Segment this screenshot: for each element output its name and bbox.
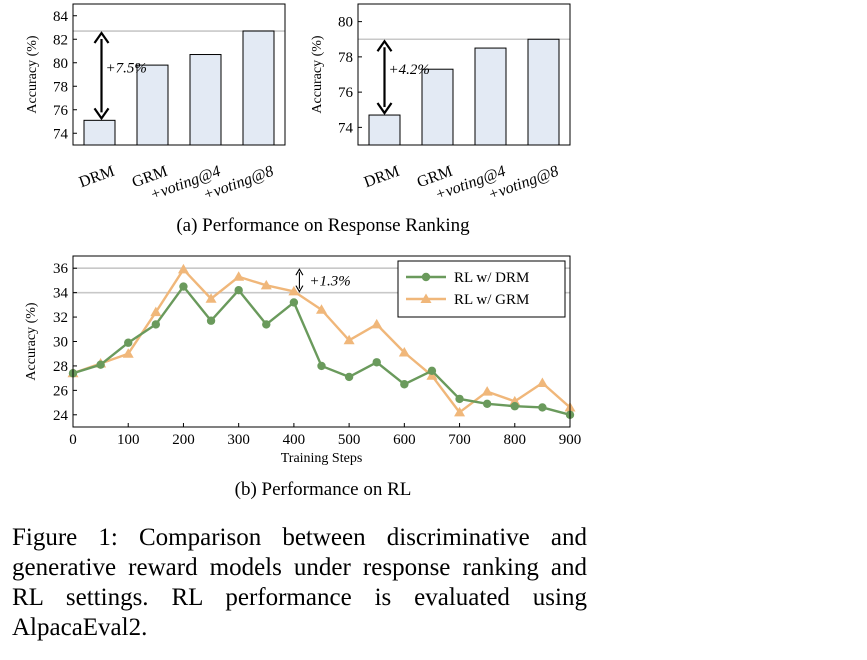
x-tick-label: 700 bbox=[448, 432, 471, 448]
data-point-grm bbox=[536, 377, 548, 388]
improvement-arrow-head-up bbox=[93, 31, 110, 44]
improvement-arrow-head-up bbox=[376, 39, 393, 52]
data-point-grm bbox=[316, 304, 327, 314]
legend-marker-triangle bbox=[420, 293, 432, 303]
x-tick-label: 900 bbox=[559, 432, 582, 448]
data-point-grm bbox=[371, 318, 383, 329]
legend-label: RL w/ GRM bbox=[454, 292, 529, 308]
y-tick-label: 74 bbox=[53, 126, 69, 142]
y-tick-label: 32 bbox=[53, 310, 68, 326]
bar-GRM bbox=[136, 64, 169, 146]
x-tick-label: 0 bbox=[69, 432, 77, 448]
x-tick-label: 100 bbox=[117, 432, 140, 448]
y-axis-label: Accuracy (%) bbox=[24, 302, 39, 380]
y-tick-label: 34 bbox=[53, 286, 69, 302]
data-point-grm bbox=[454, 406, 466, 417]
y-tick-label: 26 bbox=[53, 383, 69, 399]
data-point-drm bbox=[206, 316, 216, 325]
data-point-grm bbox=[122, 348, 134, 358]
data-point-grm bbox=[481, 386, 493, 396]
y-tick-label: 82 bbox=[53, 32, 68, 48]
data-point-grm bbox=[233, 271, 245, 281]
y-tick-label: 84 bbox=[53, 9, 69, 25]
data-point-drm bbox=[262, 320, 271, 329]
y-tick-label: 80 bbox=[53, 56, 68, 72]
y-tick-label: 80 bbox=[338, 15, 353, 31]
data-point-drm bbox=[538, 403, 547, 412]
y-axis-label: Accuracy (%) bbox=[310, 35, 325, 113]
x-tick-label: 300 bbox=[227, 432, 250, 448]
bar-+voting@4 bbox=[189, 54, 222, 146]
bar-DRM bbox=[368, 114, 401, 146]
y-tick-label: 24 bbox=[53, 408, 69, 424]
data-point-drm bbox=[179, 282, 188, 291]
bar-+voting@8 bbox=[242, 30, 275, 146]
improvement-annotation: +4.2% bbox=[389, 62, 430, 78]
data-point-drm bbox=[400, 380, 409, 389]
data-point-drm bbox=[455, 394, 464, 404]
data-point-drm bbox=[234, 286, 243, 295]
bar-GRM bbox=[421, 68, 454, 146]
legend-box bbox=[397, 260, 566, 318]
y-tick-label: 30 bbox=[53, 335, 68, 351]
data-point-grm bbox=[150, 306, 162, 317]
data-point-grm bbox=[288, 285, 300, 296]
y-tick-label: 28 bbox=[53, 359, 68, 375]
data-point-drm bbox=[427, 366, 437, 376]
category-label: DRM bbox=[362, 163, 402, 191]
data-point-grm bbox=[177, 263, 189, 274]
subcaption-a: (a) Performance on Response Ranking bbox=[176, 215, 470, 236]
legend-label: RL w/ DRM bbox=[454, 270, 529, 286]
x-tick-label: 500 bbox=[338, 432, 361, 448]
legend-marker-circle bbox=[421, 272, 431, 282]
improvement-arrow-head-down bbox=[295, 285, 304, 293]
y-tick-label: 36 bbox=[53, 261, 69, 277]
category-label: DRM bbox=[77, 163, 117, 191]
data-point-grm bbox=[509, 395, 521, 406]
figure-caption: Figure 1: Comparison between discriminat… bbox=[12, 524, 587, 641]
x-tick-label: 400 bbox=[283, 432, 306, 448]
improvement-arrow-head-up bbox=[295, 268, 304, 276]
y-tick-label: 78 bbox=[338, 50, 353, 66]
data-point-drm bbox=[124, 338, 133, 347]
subcaption-b: (b) Performance on RL bbox=[235, 479, 412, 500]
data-point-grm bbox=[398, 346, 410, 357]
data-point-drm bbox=[482, 399, 492, 408]
improvement-arrow-head-down bbox=[93, 107, 110, 121]
improvement-annotation: +1.3% bbox=[309, 273, 350, 289]
improvement-arrow-head-down bbox=[376, 102, 393, 115]
improvement-annotation: +7.5% bbox=[106, 61, 147, 77]
data-point-drm bbox=[96, 360, 105, 369]
axes-frame bbox=[357, 3, 571, 146]
bar-DRM bbox=[83, 119, 116, 146]
data-point-drm bbox=[510, 402, 519, 411]
bar-+voting@8 bbox=[527, 38, 560, 146]
axes-frame bbox=[72, 3, 286, 146]
bar-+voting@4 bbox=[474, 47, 507, 146]
data-point-drm bbox=[344, 372, 354, 382]
y-tick-label: 76 bbox=[53, 103, 69, 119]
y-axis-label: Accuracy (%) bbox=[25, 35, 40, 113]
y-tick-label: 74 bbox=[338, 120, 354, 136]
x-tick-label: 600 bbox=[393, 432, 416, 448]
data-point-grm bbox=[343, 334, 355, 345]
data-point-drm bbox=[372, 358, 381, 367]
x-axis-label: Training Steps bbox=[281, 451, 363, 466]
line-chart-rl: 24 26 28 30 32 34 36 0 100 200 300 400 500 600 700 800 9… bbox=[24, 255, 582, 466]
x-tick-label: 800 bbox=[504, 432, 527, 448]
data-point-grm bbox=[260, 279, 272, 290]
data-point-grm bbox=[205, 293, 217, 303]
data-point-drm bbox=[317, 361, 326, 371]
data-point-drm bbox=[151, 320, 161, 329]
data-point-drm bbox=[289, 298, 299, 307]
y-tick-label: 78 bbox=[53, 79, 68, 95]
x-tick-label: 200 bbox=[172, 432, 195, 448]
y-tick-label: 76 bbox=[338, 85, 354, 101]
